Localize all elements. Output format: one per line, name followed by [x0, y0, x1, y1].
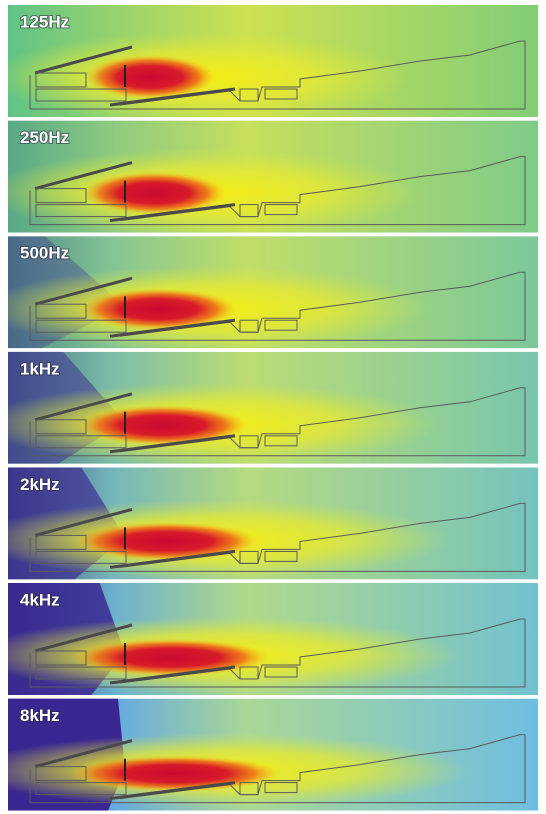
panel: 125Hz: [0, 5, 538, 122]
panel-label: 250Hz: [20, 128, 69, 147]
panel-label: 8kHz: [20, 706, 60, 725]
panel: 8kHz: [0, 699, 538, 811]
panel-label: 500Hz: [20, 244, 69, 263]
figure: 125Hz 250Hz 500Hz 1kHz 2kHz 4kHz 8kHz: [0, 0, 546, 814]
red-field: [85, 55, 215, 99]
page: 125Hz250Hz500Hz1kHz2kHz4kHz8kHz (() => {…: [0, 0, 546, 814]
panel-label: 2kHz: [20, 475, 60, 494]
panel: 500Hz: [0, 236, 538, 350]
red-field: [70, 756, 280, 792]
panel-label: 4kHz: [20, 590, 60, 609]
panel-label: 125Hz: [20, 12, 69, 31]
panel: 4kHz: [0, 583, 538, 695]
panel: 1kHz: [0, 352, 538, 465]
panel: 250Hz: [0, 121, 538, 237]
panel: 2kHz: [0, 467, 538, 579]
panel-label: 1kHz: [20, 359, 60, 378]
